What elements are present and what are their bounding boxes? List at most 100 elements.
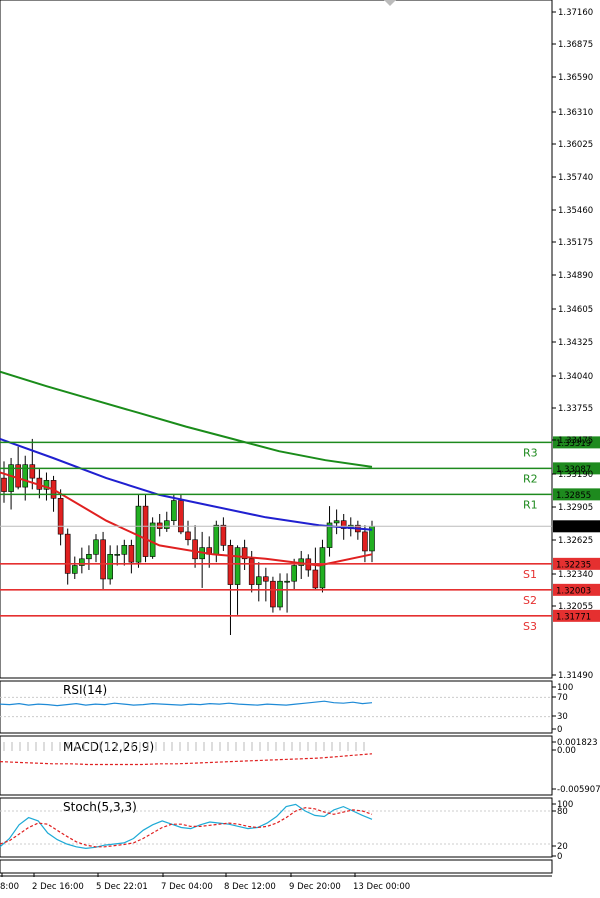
rsi-panel [0, 680, 553, 734]
rsi-tick-label: 30 [557, 712, 568, 722]
price-tick-label: 1.36310 [558, 108, 593, 118]
rsi-line [0, 700, 373, 707]
price-tick-label: 1.33190 [558, 470, 593, 480]
candle-body [270, 580, 276, 608]
price-tick-label: 1.32340 [558, 570, 593, 580]
price-tick-label: 1.34325 [558, 338, 593, 348]
candle-body [178, 500, 184, 533]
candle-body [255, 576, 262, 585]
price-tick-label: 1.31490 [558, 671, 593, 681]
level-price-label: 1.32235 [556, 560, 591, 570]
time-tick-label: 8 Dec 12:00 [224, 882, 276, 892]
scroll-marker-icon[interactable] [384, 0, 396, 6]
current-price-label: 1.32570 [556, 523, 591, 533]
price-tick-label: 1.36875 [558, 40, 593, 50]
candle-body [220, 524, 227, 546]
macd-signal-line [0, 753, 373, 766]
moving-average-line [0, 370, 373, 468]
candle-body [64, 533, 71, 574]
level-price-tag [553, 436, 600, 449]
level-price-label: 1.32003 [556, 586, 591, 596]
candle-body [263, 576, 269, 582]
candle-body [248, 558, 255, 585]
stoch-tick-label: 100 [557, 800, 573, 810]
stoch-k-line [0, 803, 373, 850]
price-tick-label: 1.36590 [558, 73, 593, 83]
rsi-tick-label: 70 [557, 693, 568, 703]
candle-body [86, 554, 92, 560]
candle-body [362, 531, 368, 552]
candle-body [1, 477, 7, 492]
stoch-tick-label: 0 [557, 852, 562, 862]
level-price-label: 1.32855 [556, 491, 591, 501]
candle-body [93, 539, 99, 555]
candle-body [22, 464, 29, 488]
price-tick-label: 1.35460 [558, 206, 593, 216]
price-tick-label: 1.32055 [558, 602, 593, 612]
macd-label: MACD(12,26,9) [63, 740, 154, 754]
candle-body [15, 464, 21, 488]
candle-body [319, 547, 326, 589]
time-tick-label: 5 Dec 22:01 [96, 882, 148, 892]
price-tick-label: 1.33475 [558, 436, 593, 446]
price-tick-label: 1.35740 [558, 173, 593, 183]
candle-body [121, 545, 128, 555]
macd-tick-label: -0.005907 [557, 785, 600, 795]
candle-body [326, 522, 333, 548]
candle-body [163, 520, 170, 529]
price-tick-label: 1.32905 [558, 503, 593, 513]
candle-body [241, 547, 248, 560]
level-price-tag [553, 557, 600, 570]
candle-body [213, 524, 220, 555]
stoch-tick-label: 80 [557, 807, 568, 817]
stoch-d-line [0, 807, 373, 848]
price-tick-label: 1.33755 [558, 404, 593, 414]
time-tick-label: 9 Dec 20:00 [289, 882, 341, 892]
volume-panel [0, 859, 553, 874]
candle-body [128, 545, 135, 563]
rsi-tick-label: 0 [557, 725, 562, 735]
candle-body [149, 522, 156, 557]
candle-body [192, 539, 198, 560]
stoch-label: Stoch(5,3,3) [63, 800, 137, 814]
macd-tick-label: 0.001823 [557, 738, 598, 748]
candle-body [100, 539, 106, 580]
candle-body [114, 554, 121, 556]
candle-body [71, 565, 78, 574]
candle-body [340, 520, 347, 529]
level-name-r2: R2 [523, 472, 538, 485]
level-name-s2: S2 [523, 594, 537, 607]
level-name-r3: R3 [523, 446, 538, 459]
candle-body [234, 547, 241, 585]
candle-body [333, 520, 340, 524]
rsi-tick-label: 100 [557, 683, 573, 693]
price-tick-label: 1.34890 [558, 271, 593, 281]
candle-body [43, 480, 50, 490]
moving-average-line [0, 437, 373, 531]
candle-body [79, 558, 85, 566]
level-price-tag [553, 609, 600, 622]
price-tick-label: 1.32625 [558, 536, 593, 546]
price-tick-label: 1.37160 [558, 8, 593, 18]
candle-body [107, 554, 113, 580]
current-price-tag [553, 520, 600, 533]
level-price-tag [553, 583, 600, 596]
time-tick-label: 7 Dec 04:00 [161, 882, 213, 892]
candle-body [291, 565, 297, 582]
time-tick-label: 8:00 [0, 882, 19, 892]
level-price-label: 1.33319 [556, 439, 591, 449]
level-name-r1: R1 [523, 498, 538, 511]
level-price-tag [553, 462, 600, 475]
price-tick-label: 1.36025 [558, 140, 593, 150]
candle-body [284, 580, 290, 583]
price-tick-label: 1.35175 [558, 238, 593, 248]
candle-body [8, 464, 14, 492]
candle-body [57, 497, 64, 535]
rsi-label: RSI(14) [63, 683, 107, 697]
stoch-tick-label: 20 [557, 842, 568, 852]
candle-body [227, 545, 234, 585]
time-tick-label: 13 Dec 00:00 [353, 882, 410, 892]
level-price-label: 1.31771 [556, 612, 591, 622]
candle-body [185, 531, 191, 541]
